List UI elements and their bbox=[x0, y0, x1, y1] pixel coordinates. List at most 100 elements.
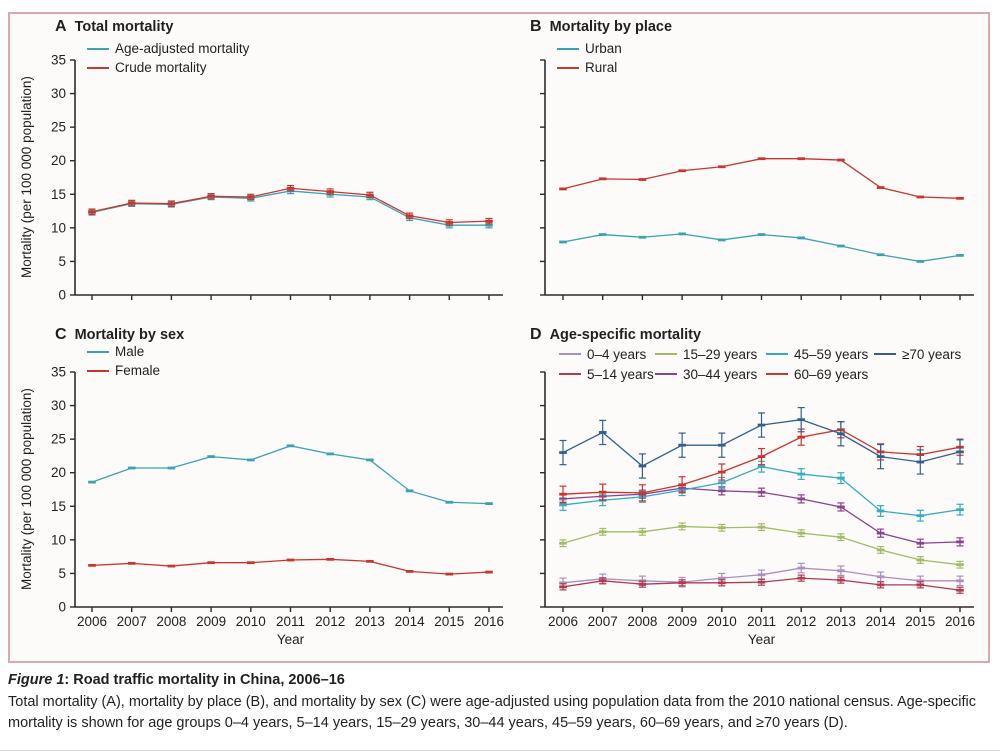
svg-text:2015: 2015 bbox=[905, 614, 935, 629]
svg-text:2012: 2012 bbox=[315, 614, 345, 629]
svg-text:0: 0 bbox=[58, 600, 66, 615]
y-axis-label-bottom: Mortality (per 100 000 population) bbox=[19, 388, 34, 591]
svg-text:10: 10 bbox=[51, 220, 66, 235]
svg-text:Year: Year bbox=[748, 632, 776, 647]
svg-text:15: 15 bbox=[51, 187, 66, 202]
legend-swatch bbox=[874, 353, 896, 355]
legend-label: Female bbox=[115, 362, 161, 378]
svg-text:2008: 2008 bbox=[627, 614, 657, 629]
svg-text:15: 15 bbox=[51, 499, 66, 514]
svg-text:2009: 2009 bbox=[667, 614, 697, 629]
legend-label: 30–44 years bbox=[683, 366, 758, 382]
svg-text:2014: 2014 bbox=[866, 614, 897, 629]
svg-text:2011: 2011 bbox=[747, 614, 776, 629]
mortality-charts: 0 5 10 15 20 25 30 35 0 5 10 15 20 25 30 35 2006 2007 2008… bbox=[51, 53, 975, 648]
panel-c-title-text: Mortality by sex bbox=[74, 327, 185, 343]
legend-swatch bbox=[87, 369, 109, 372]
legend-label: 60–69 years bbox=[794, 366, 869, 382]
legend-item: 15–29 years bbox=[655, 347, 766, 362]
legend-swatch bbox=[87, 351, 109, 354]
svg-text:2007: 2007 bbox=[588, 614, 618, 629]
y-axis-label-top: Mortality (per 100 000 population) bbox=[19, 76, 34, 279]
legend-item: 0–4 years bbox=[559, 347, 655, 362]
legend-item: Rural bbox=[557, 59, 622, 78]
figure-caption: Figure 1: Road traffic mortality in Chin… bbox=[8, 672, 986, 734]
svg-text:2016: 2016 bbox=[945, 614, 975, 629]
panel-a-title: A Total mortality bbox=[55, 18, 173, 36]
legend-item: Age-adjusted mortality bbox=[87, 40, 249, 59]
svg-text:5: 5 bbox=[58, 254, 66, 269]
legend-label: ≥70 years bbox=[902, 346, 962, 362]
svg-text:Year: Year bbox=[277, 632, 305, 647]
panel-d-title: D Age-specific mortality bbox=[530, 326, 701, 344]
panel-a-letter: A bbox=[55, 18, 67, 35]
panel-b-legend: Urban Rural bbox=[557, 40, 622, 77]
panel-d-legend: 0–4 years 5–14 years 15–29 years 30–44 year… bbox=[559, 344, 961, 384]
panel-d-title-text: Age-specific mortality bbox=[549, 327, 702, 343]
legend-item: 60–69 years bbox=[766, 367, 874, 382]
legend-label: 5–14 years bbox=[587, 366, 654, 382]
svg-text:2010: 2010 bbox=[707, 614, 737, 629]
panel-d-letter: D bbox=[530, 326, 542, 343]
svg-text:25: 25 bbox=[51, 432, 66, 447]
legend-item: Urban bbox=[557, 40, 622, 59]
svg-text:5: 5 bbox=[58, 566, 66, 581]
legend-item: ≥70 years bbox=[874, 347, 961, 362]
svg-text:2013: 2013 bbox=[355, 614, 385, 629]
panel-c-title: C Mortality by sex bbox=[55, 326, 184, 344]
svg-text:2006: 2006 bbox=[548, 614, 578, 629]
legend-item: 5–14 years bbox=[559, 367, 655, 382]
svg-text:20: 20 bbox=[51, 465, 66, 480]
legend-item: 30–44 years bbox=[655, 367, 766, 382]
legend-item: Crude mortality bbox=[87, 59, 249, 78]
svg-text:2006: 2006 bbox=[77, 614, 107, 629]
svg-text:2010: 2010 bbox=[236, 614, 266, 629]
legend-swatch bbox=[655, 373, 677, 375]
svg-text:2016: 2016 bbox=[474, 614, 504, 629]
bottom-divider bbox=[0, 750, 1000, 751]
panel-a-title-text: Total mortality bbox=[74, 19, 174, 35]
panel-b-title: B Mortality by place bbox=[530, 18, 672, 36]
panel-b-title-text: Mortality by place bbox=[549, 19, 673, 35]
panel-a-legend: Age-adjusted mortality Crude mortality bbox=[87, 40, 249, 77]
legend-item: Female bbox=[87, 362, 160, 381]
legend-swatch bbox=[559, 353, 581, 355]
legend-label: 0–4 years bbox=[587, 346, 647, 362]
legend-label: Rural bbox=[585, 59, 618, 75]
svg-text:20: 20 bbox=[51, 153, 66, 168]
svg-text:2009: 2009 bbox=[196, 614, 226, 629]
svg-text:2012: 2012 bbox=[786, 614, 816, 629]
svg-text:2008: 2008 bbox=[156, 614, 186, 629]
svg-text:25: 25 bbox=[51, 120, 66, 135]
legend-label: 15–29 years bbox=[683, 346, 758, 362]
panel-c-legend: Male Female bbox=[87, 343, 160, 380]
svg-text:2011: 2011 bbox=[276, 614, 305, 629]
svg-text:0: 0 bbox=[58, 288, 66, 303]
legend-swatch bbox=[559, 373, 581, 375]
legend-label: Age-adjusted mortality bbox=[115, 41, 250, 56]
svg-text:2007: 2007 bbox=[117, 614, 147, 629]
figure-title-text: : Road traffic mortality in China, 2006–… bbox=[64, 672, 345, 688]
legend-swatch bbox=[557, 48, 579, 51]
legend-label: Urban bbox=[585, 41, 622, 56]
svg-text:10: 10 bbox=[51, 532, 66, 547]
legend-label: Male bbox=[115, 344, 145, 359]
legend-label: Crude mortality bbox=[115, 59, 207, 75]
legend-swatch bbox=[766, 373, 788, 375]
legend-label: 45–59 years bbox=[794, 346, 869, 362]
legend-swatch bbox=[557, 66, 579, 69]
legend-item: 45–59 years bbox=[766, 347, 874, 362]
svg-text:2015: 2015 bbox=[434, 614, 464, 629]
figure-caption-title: Figure 1: Road traffic mortality in Chin… bbox=[8, 672, 986, 688]
svg-text:35: 35 bbox=[51, 53, 66, 68]
legend-swatch bbox=[87, 66, 109, 69]
svg-text:30: 30 bbox=[51, 86, 66, 101]
legend-swatch bbox=[87, 48, 109, 51]
svg-text:2014: 2014 bbox=[395, 614, 426, 629]
panel-c-letter: C bbox=[55, 326, 67, 343]
figure-caption-body: Total mortality (A), mortality by place … bbox=[8, 694, 976, 731]
legend-swatch bbox=[655, 353, 677, 355]
svg-text:30: 30 bbox=[51, 398, 66, 413]
legend-item: Male bbox=[87, 343, 160, 362]
